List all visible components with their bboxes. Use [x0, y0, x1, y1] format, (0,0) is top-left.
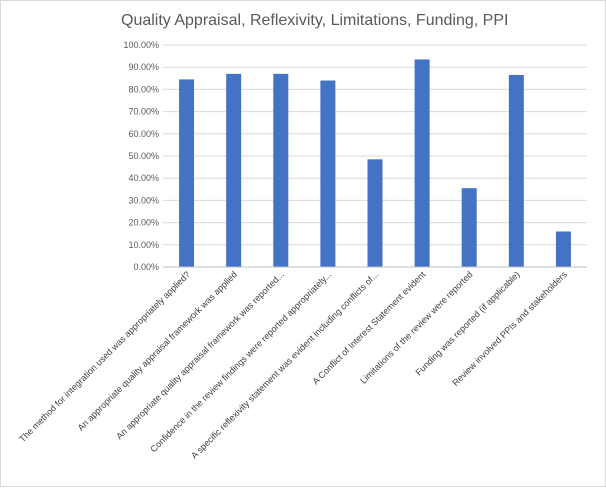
x-category-label: An appropriate quality appraisal framewo…: [76, 269, 239, 432]
bar: [226, 73, 242, 267]
y-tick-label: 20.00%: [128, 218, 159, 228]
y-tick-label: 100.00%: [123, 40, 159, 50]
x-category-label: An appropriate quality appraisal framewo…: [114, 269, 286, 441]
y-tick-label: 10.00%: [128, 240, 159, 250]
y-tick-label: 70.00%: [128, 107, 159, 117]
x-category-label: Funding was reported (if applicable): [414, 269, 522, 377]
y-axis-tick-labels: 0.00% 10.00% 20.00% 30.00% 40.00% 50.00% 60.00…: [123, 40, 159, 272]
x-category-label: The method for integration used was appr…: [17, 269, 192, 444]
y-tick-label: 40.00%: [128, 173, 159, 183]
y-tick-label: 50.00%: [128, 151, 159, 161]
x-category-label: Confidence in the review findings were r…: [148, 269, 333, 454]
y-tick-label: 80.00%: [128, 84, 159, 94]
y-tick-label: 0.00%: [133, 262, 159, 272]
x-category-label: A specific reflexivity statement was evi…: [189, 269, 380, 460]
bar: [555, 231, 571, 267]
bar: [367, 159, 383, 267]
bar: [273, 73, 289, 267]
bar: [508, 74, 524, 267]
bar: [461, 188, 477, 267]
y-tick-label: 90.00%: [128, 62, 159, 72]
y-tick-label: 60.00%: [128, 129, 159, 139]
bars: [179, 59, 571, 268]
bar: [179, 79, 195, 267]
bar: [414, 59, 430, 268]
y-tick-label: 30.00%: [128, 195, 159, 205]
bar: [320, 80, 336, 268]
x-axis-category-labels: The method for integration used was appr…: [17, 269, 569, 461]
chart-title: Quality Appraisal, Reflexivity, Limitati…: [121, 12, 509, 29]
